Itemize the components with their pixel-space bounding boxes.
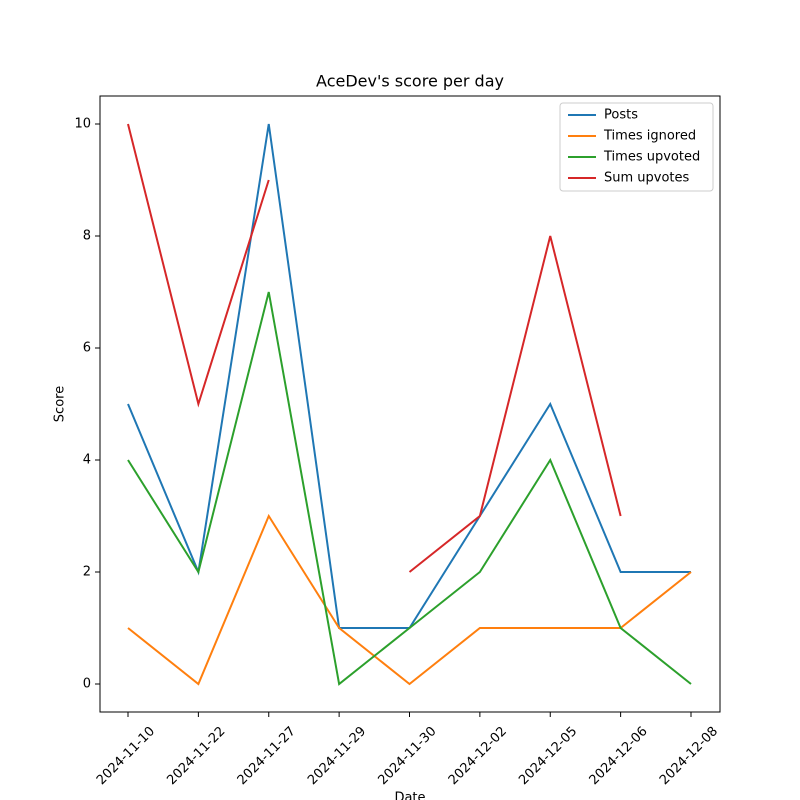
x-tick-label: 2024-12-06 bbox=[587, 724, 651, 788]
series-line bbox=[127, 513, 692, 686]
y-tick-label: 6 bbox=[83, 341, 91, 356]
x-tick-label: 2024-12-08 bbox=[657, 724, 721, 788]
y-tick-label: 8 bbox=[83, 229, 91, 244]
x-tick-label: 2024-11-29 bbox=[305, 724, 369, 788]
series-line bbox=[127, 123, 691, 629]
legend-label: Posts bbox=[604, 108, 638, 123]
y-tick-label: 2 bbox=[83, 565, 91, 580]
chart-title: AceDev's score per day bbox=[316, 72, 504, 91]
y-tick-label: 4 bbox=[83, 453, 91, 468]
legend-label: Sum upvotes bbox=[604, 171, 690, 186]
y-tick-label: 10 bbox=[74, 117, 91, 132]
x-tick-label: 2024-12-02 bbox=[446, 724, 510, 788]
legend-box bbox=[559, 102, 714, 192]
series-line bbox=[127, 123, 270, 408]
y-tick-label: 0 bbox=[83, 677, 91, 692]
x-tick-label: 2024-11-27 bbox=[235, 724, 299, 788]
series-line bbox=[408, 235, 622, 573]
x-tick-label: 2024-12-05 bbox=[516, 724, 580, 788]
x-tick-label: 2024-11-10 bbox=[94, 724, 158, 788]
legend-label: Times ignored bbox=[603, 129, 696, 144]
x-axis-label: Date bbox=[394, 791, 425, 800]
x-tick-label: 2024-11-22 bbox=[164, 724, 228, 788]
y-axis-label: Score bbox=[53, 386, 68, 422]
series-line bbox=[127, 291, 692, 686]
legend-label: Times upvoted bbox=[603, 150, 700, 165]
x-tick-label: 2024-11-30 bbox=[375, 724, 439, 788]
